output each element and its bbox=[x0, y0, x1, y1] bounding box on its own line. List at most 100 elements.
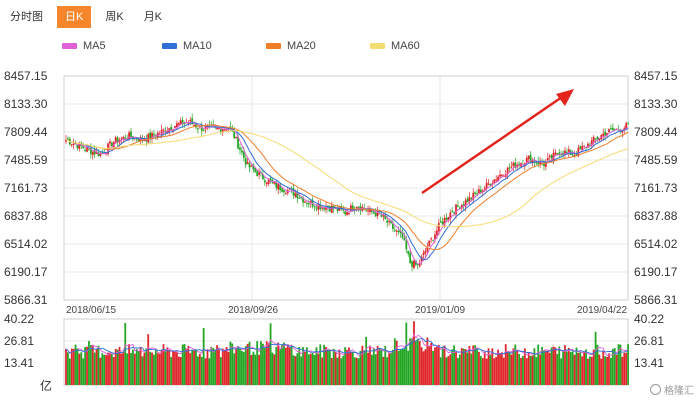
volume-tick-left: 26.81 bbox=[4, 334, 34, 348]
y-tick-left: 5866.31 bbox=[4, 293, 48, 307]
volume-bar bbox=[82, 358, 85, 385]
candle-body bbox=[581, 146, 584, 150]
legend-ma5[interactable]: MA5 bbox=[62, 40, 106, 52]
volume-bar bbox=[189, 353, 192, 385]
candle-body bbox=[447, 217, 450, 221]
watermark-logo-icon bbox=[650, 384, 661, 395]
volume-bar bbox=[483, 351, 486, 385]
candle-body bbox=[244, 158, 247, 165]
tab-weekly-k[interactable]: 周K bbox=[105, 11, 124, 23]
candle-body bbox=[464, 200, 467, 207]
volume-bar bbox=[407, 350, 410, 385]
volume-bar bbox=[569, 352, 572, 385]
candle-body bbox=[426, 247, 429, 252]
candle-body bbox=[380, 214, 383, 217]
volume-bar bbox=[89, 345, 92, 385]
volume-bar bbox=[258, 354, 260, 385]
volume-bar bbox=[349, 351, 352, 385]
candle-body bbox=[195, 124, 197, 128]
candle-body bbox=[531, 159, 534, 164]
volume-bar bbox=[388, 353, 391, 385]
volume-bar bbox=[254, 354, 257, 385]
volume-bar bbox=[606, 356, 608, 385]
candle-body bbox=[550, 155, 553, 159]
candle-body bbox=[263, 180, 266, 183]
volume-bar bbox=[296, 353, 299, 385]
volume-bar bbox=[342, 355, 345, 385]
volume-bar bbox=[233, 353, 236, 385]
volume-bar bbox=[416, 338, 419, 385]
volume-bar bbox=[193, 350, 195, 385]
volume-bar bbox=[202, 327, 205, 385]
volume-bar bbox=[594, 331, 597, 385]
volume-bar bbox=[495, 356, 498, 385]
volume-bar bbox=[516, 350, 519, 385]
candle-body bbox=[575, 154, 578, 156]
candle-body bbox=[153, 134, 155, 136]
candle-body bbox=[479, 189, 482, 193]
volume-bar bbox=[223, 349, 226, 385]
candle-body bbox=[332, 205, 335, 209]
volume-bar bbox=[284, 347, 287, 385]
tab-daily-k[interactable]: 日K bbox=[57, 6, 92, 28]
volume-bar bbox=[116, 349, 119, 385]
candle-body bbox=[135, 138, 138, 140]
legend-ma10[interactable]: MA10 bbox=[162, 40, 212, 52]
candle-body bbox=[577, 147, 580, 156]
volume-bar bbox=[393, 338, 396, 385]
y-tick-right: 5866.31 bbox=[634, 293, 678, 307]
volume-bar bbox=[453, 345, 456, 385]
y-tick-right: 8457.15 bbox=[634, 69, 678, 83]
candle-body bbox=[202, 129, 205, 131]
tab-monthly-k[interactable]: 月K bbox=[143, 11, 163, 23]
volume-bar bbox=[273, 354, 276, 385]
candle-body bbox=[428, 240, 431, 247]
volume-bar bbox=[204, 358, 207, 385]
volume-bar bbox=[229, 341, 232, 385]
volume-bar bbox=[499, 353, 501, 385]
candle-body bbox=[88, 148, 90, 150]
candle-body bbox=[110, 142, 113, 147]
volume-bar bbox=[145, 348, 148, 385]
volume-bar bbox=[65, 348, 67, 385]
volume-bar bbox=[334, 352, 337, 385]
volume-bar bbox=[166, 347, 169, 385]
candle-body bbox=[250, 165, 253, 167]
volume-bar bbox=[458, 354, 461, 385]
volume-bar bbox=[328, 350, 331, 385]
volume-bar bbox=[378, 348, 381, 385]
candle-body bbox=[445, 217, 448, 220]
legend-ma60[interactable]: MA60 bbox=[370, 40, 420, 52]
volume-bar bbox=[541, 346, 543, 385]
candle-body bbox=[84, 149, 87, 151]
volume-bar bbox=[311, 352, 314, 385]
candle-body bbox=[307, 203, 310, 205]
ma-legend: MA5 MA10 MA20 MA60 bbox=[0, 40, 700, 56]
volume-bar bbox=[508, 352, 511, 385]
candle-body bbox=[91, 151, 94, 156]
candle-body bbox=[160, 129, 163, 136]
volume-bar bbox=[374, 354, 377, 385]
candle-body bbox=[82, 145, 85, 149]
tab-intraday[interactable]: 分时图 bbox=[10, 11, 43, 23]
candle-body bbox=[418, 263, 421, 267]
volume-bar bbox=[554, 347, 557, 385]
volume-bar bbox=[271, 352, 274, 385]
volume-bar bbox=[604, 356, 607, 385]
legend-ma20[interactable]: MA20 bbox=[266, 40, 316, 52]
volume-bar bbox=[518, 354, 521, 385]
volume-bar bbox=[359, 350, 362, 385]
volume-bar bbox=[99, 357, 102, 385]
volume-bar bbox=[317, 353, 320, 385]
x-date-label: 2018/06/15 bbox=[66, 305, 116, 316]
volume-bar bbox=[239, 348, 241, 385]
volume-bar bbox=[502, 357, 505, 385]
candle-body bbox=[388, 220, 391, 222]
candle-body bbox=[468, 196, 471, 202]
volume-bar bbox=[112, 357, 115, 385]
candle-body bbox=[300, 197, 303, 199]
candle-body bbox=[355, 207, 358, 209]
candle-body bbox=[560, 154, 563, 156]
volume-bar bbox=[478, 351, 480, 385]
